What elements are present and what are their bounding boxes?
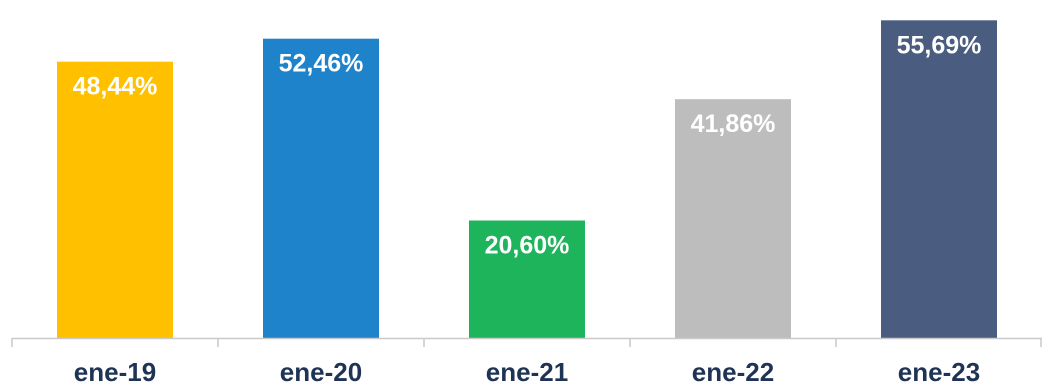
bar-ene-20 <box>263 38 379 338</box>
category-label-ene-22: ene-22 <box>692 357 774 385</box>
value-label-ene-20: 52,46% <box>279 50 364 78</box>
value-label-ene-23: 55,69% <box>897 31 982 59</box>
value-labels-layer: 48,44% 52,46% 20,60% 41,86% 55,69% <box>73 31 982 259</box>
value-label-ene-19: 48,44% <box>73 73 158 101</box>
value-label-ene-22: 41,86% <box>691 110 776 138</box>
category-label-ene-23: ene-23 <box>898 357 980 385</box>
category-label-ene-20: ene-20 <box>280 357 362 385</box>
category-labels-layer: ene-19 ene-20 ene-21 ene-22 ene-23 <box>74 357 980 385</box>
value-label-ene-21: 20,60% <box>485 232 570 260</box>
category-label-ene-19: ene-19 <box>74 357 156 385</box>
x-axis <box>11 337 1042 347</box>
category-label-ene-21: ene-21 <box>486 357 568 385</box>
bar-ene-22 <box>675 99 791 338</box>
bar-ene-23 <box>881 20 997 339</box>
bars-layer <box>57 20 997 339</box>
bar-ene-21 <box>469 220 585 338</box>
bar-ene-19 <box>57 61 173 338</box>
